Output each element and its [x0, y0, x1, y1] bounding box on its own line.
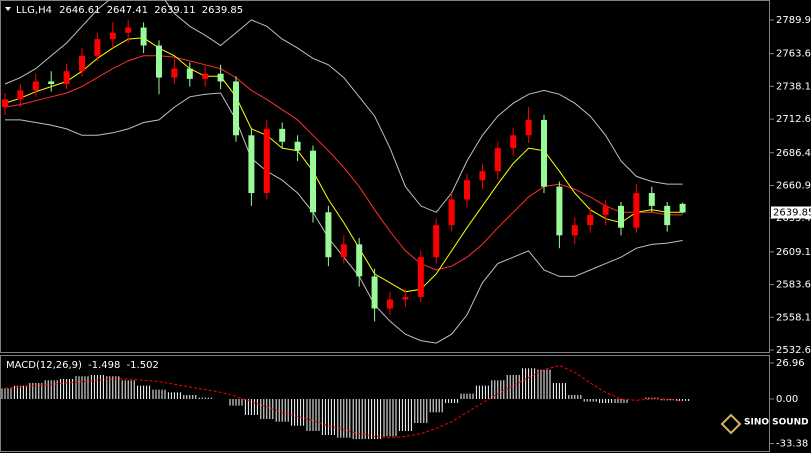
candle-body [233, 81, 239, 136]
candle-body [541, 119, 547, 187]
candle-body [109, 32, 116, 40]
candle-body [17, 90, 24, 100]
candle-body [664, 205, 671, 226]
candle-body [248, 135, 255, 194]
y-tick-label: 2558.15 [776, 312, 811, 323]
symbol: LLG,H4 [16, 5, 52, 16]
candle-body [356, 244, 363, 277]
low: 2639.11 [154, 5, 195, 16]
candle-body [417, 257, 424, 297]
candle-body [125, 27, 132, 33]
candle-body [464, 180, 470, 200]
candle-body [140, 27, 147, 46]
high: 2647.41 [107, 5, 148, 16]
candle-body [371, 276, 378, 309]
close: 2639.85 [202, 5, 243, 16]
candle-body [633, 193, 640, 228]
line [4, 55, 683, 271]
candle-body [587, 214, 594, 226]
logo-text: SINO SOUND [744, 418, 809, 428]
y-tick-label: 2686.40 [776, 148, 811, 159]
candle-body [679, 203, 686, 213]
candle-body [202, 73, 209, 79]
macd-title: MACD(12,26,9) [6, 360, 82, 371]
candle-body [618, 205, 624, 228]
y-tick-label: 2532.65 [776, 345, 811, 356]
menu-arrow [5, 7, 11, 11]
y-tick-label: 2635.40 [776, 213, 811, 224]
y-tick-label: 0.00 [776, 394, 798, 405]
candle-body [556, 186, 563, 236]
candle-body [448, 199, 455, 226]
candle-body [340, 244, 347, 258]
macd-value: -1.498 [88, 360, 120, 371]
signal-line [4, 365, 683, 439]
candle-body [79, 55, 85, 72]
line [4, 0, 683, 213]
candle-body [294, 141, 301, 151]
candle-body [279, 128, 286, 142]
line [4, 37, 683, 293]
candle-body [325, 212, 332, 258]
candle-body [525, 119, 532, 136]
candle-body [648, 193, 655, 206]
macd-frame [0, 355, 770, 452]
candle-body [602, 205, 609, 215]
candle-body [571, 225, 578, 236]
price-box [771, 206, 811, 219]
candle-body [494, 148, 501, 172]
candle-body [402, 296, 409, 300]
y-tick-label: 2712.65 [776, 114, 811, 125]
candle-body [156, 45, 162, 78]
candle-body [433, 225, 440, 258]
y-tick-label: 2763.65 [776, 49, 811, 60]
open: 2646.61 [59, 5, 100, 16]
candle-body [186, 68, 193, 79]
header: LLG,H4 2646.61 2647.41 2639.11 2639.85 [16, 5, 243, 16]
y-tick-label: 2660.90 [776, 180, 811, 191]
y-tick-label: 26.96 [776, 358, 805, 369]
candle-body [2, 99, 8, 108]
candle-body [48, 81, 55, 85]
signal-value: -1.502 [127, 360, 159, 371]
candle-body [63, 71, 70, 85]
candle-body [171, 68, 178, 78]
price-label: 2639.85 [773, 207, 811, 218]
candle-body [479, 171, 486, 181]
candle-body [32, 81, 39, 91]
y-tick-label: 2789.90 [776, 15, 811, 26]
candle-body [387, 299, 393, 309]
candle-body [263, 128, 270, 194]
main-frame [0, 0, 770, 353]
candle-body [310, 150, 316, 213]
candle-body [510, 135, 517, 149]
candle-body [94, 39, 101, 56]
logo: SINO SOUND [720, 413, 809, 435]
macd-header: MACD(12,26,9) -1.498 -1.502 [6, 360, 159, 371]
y-tick-label: 2609.15 [776, 247, 811, 258]
logo-mark [720, 413, 742, 435]
y-tick-label: -33.38 [776, 439, 808, 450]
y-tick-label: 2738.15 [776, 81, 811, 92]
candle-body [217, 73, 224, 82]
line [5, 92, 683, 344]
y-tick-label: 2583.65 [776, 280, 811, 291]
